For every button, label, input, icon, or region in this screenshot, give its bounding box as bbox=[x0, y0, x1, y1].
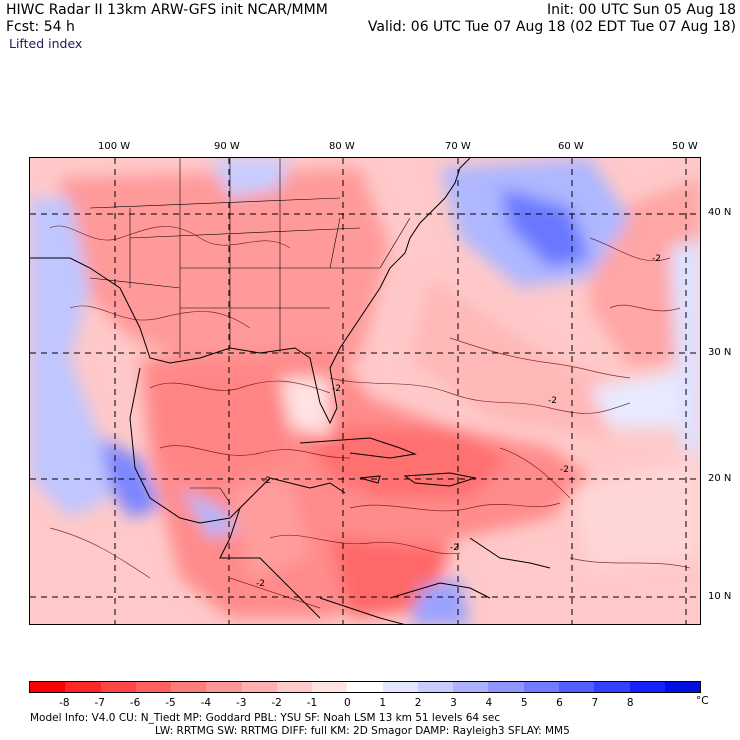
contour-label: -2 bbox=[256, 579, 265, 589]
header-field-name: Lifted index bbox=[9, 36, 83, 51]
colorbar-segment bbox=[417, 682, 454, 692]
header-forecast: Fcst: 54 h bbox=[6, 19, 75, 35]
colorbar-tick-label: 0 bbox=[343, 697, 351, 709]
contour-label: -2 bbox=[332, 384, 341, 394]
colorbar-segment bbox=[65, 682, 101, 692]
colorbar-segment bbox=[594, 682, 630, 692]
colorbar-tick-label: 5 bbox=[520, 697, 528, 709]
contour-label-group: -2 -2 -2 -2 -2 -2 -2 bbox=[256, 254, 661, 589]
latitude-label: 40 N bbox=[708, 207, 732, 218]
colorbar-tick-label: 4 bbox=[485, 697, 493, 709]
contour-label: -2 bbox=[560, 465, 569, 475]
contour-label: -2 bbox=[450, 543, 459, 553]
colorbar-segment bbox=[382, 682, 418, 692]
colorbar-tick-label: 6 bbox=[556, 697, 563, 709]
colorbar bbox=[29, 681, 701, 693]
colorbar-segment bbox=[135, 682, 172, 692]
colorbar-segment bbox=[206, 682, 242, 692]
longitude-label: 50 W bbox=[672, 141, 698, 152]
colorbar-segment bbox=[523, 682, 559, 692]
colorbar-segment bbox=[171, 682, 207, 692]
colorbar-segment bbox=[453, 682, 489, 692]
colorbar-tick-label: -4 bbox=[200, 697, 212, 709]
map-canvas: -2 -2 -2 -2 -2 -2 -2 bbox=[30, 158, 700, 624]
colorbar-segment bbox=[100, 682, 136, 692]
political-borders bbox=[89, 158, 411, 504]
latitude-label: 20 N bbox=[708, 473, 732, 484]
colorbar-segment bbox=[664, 682, 701, 692]
colorbar-segment bbox=[312, 682, 348, 692]
longitude-label: 60 W bbox=[558, 141, 584, 152]
model-info-line-1: Model Info: V4.0 CU: N_Tiedt MP: Goddard… bbox=[30, 712, 501, 724]
contour-label: -2 bbox=[652, 254, 661, 264]
graticule bbox=[30, 158, 700, 624]
colorbar-tick-label: -8 bbox=[59, 697, 70, 709]
latitude-label: 10 N bbox=[708, 591, 732, 602]
header-valid-time: Valid: 06 UTC Tue 07 Aug 18 (02 EDT Tue … bbox=[367, 19, 736, 35]
latitude-label: 30 N bbox=[708, 347, 732, 358]
colorbar-segment bbox=[241, 682, 277, 692]
colorbar-tick-label: 7 bbox=[591, 697, 599, 709]
longitude-label: 80 W bbox=[329, 141, 355, 152]
colorbar-tick-label: -5 bbox=[165, 697, 176, 709]
colorbar-tick-label: -1 bbox=[306, 697, 318, 709]
colorbar-segment bbox=[558, 682, 595, 692]
lifted-index-field bbox=[30, 158, 700, 624]
coastlines bbox=[30, 158, 551, 624]
colorbar-unit: °C bbox=[696, 695, 709, 707]
lifted-index-map: -2 -2 -2 -2 -2 -2 -2 bbox=[29, 157, 701, 625]
colorbar-segment bbox=[347, 682, 383, 692]
contour-label: -2 bbox=[548, 396, 557, 406]
contour-label: -2 bbox=[262, 476, 271, 486]
colorbar-tick-label: -7 bbox=[94, 697, 105, 709]
colorbar-segment bbox=[488, 682, 524, 692]
colorbar-segment bbox=[30, 682, 66, 692]
colorbar-segment bbox=[629, 682, 665, 692]
header-title: HIWC Radar II 13km ARW-GFS init NCAR/MMM bbox=[6, 2, 328, 18]
longitude-label: 90 W bbox=[214, 141, 240, 152]
longitude-label: 70 W bbox=[445, 141, 471, 152]
colorbar-tick-label: -6 bbox=[129, 697, 141, 709]
colorbar-tick-label: 2 bbox=[414, 697, 422, 709]
colorbar-segment bbox=[276, 682, 313, 692]
colorbar-tick-label: -2 bbox=[271, 697, 282, 709]
contour-lines bbox=[49, 225, 691, 609]
longitude-label: 100 W bbox=[98, 141, 131, 152]
colorbar-tick-label: -3 bbox=[235, 697, 247, 709]
colorbar-tick-label: 1 bbox=[379, 697, 387, 709]
header-init-time: Init: 00 UTC Sun 05 Aug 18 bbox=[547, 2, 736, 18]
colorbar-tick-label: 8 bbox=[626, 697, 634, 709]
model-info-line-2: LW: RRTMG SW: RRTMG DIFF: full KM: 2D Sm… bbox=[155, 725, 570, 737]
colorbar-tick-label: 3 bbox=[450, 697, 457, 709]
